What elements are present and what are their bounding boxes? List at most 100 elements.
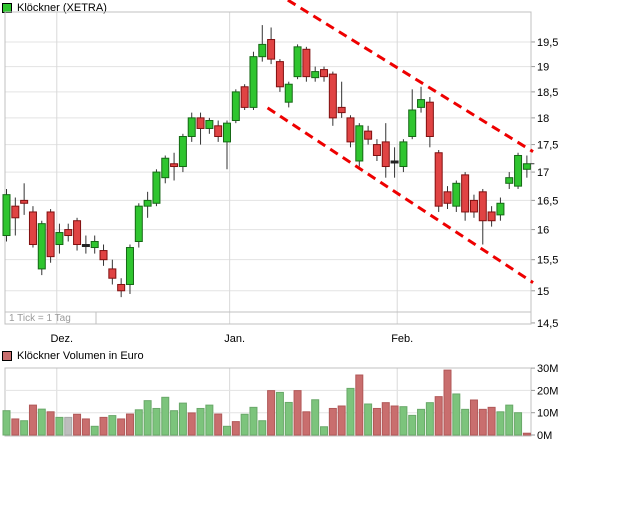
candle [461, 174, 470, 213]
candle [496, 202, 505, 216]
candle [125, 247, 134, 285]
candle [514, 154, 523, 187]
volume-bar [28, 404, 37, 436]
trendline [287, 0, 534, 153]
candle [28, 211, 37, 246]
volume-bar [496, 411, 505, 436]
candle [408, 109, 417, 137]
candle [425, 101, 434, 137]
y-axis-label: 18 [537, 113, 549, 125]
x-axis-label: Jan. [224, 333, 245, 345]
candle [249, 56, 258, 108]
candle [64, 229, 73, 237]
volume-bar [178, 402, 187, 436]
x-axis-label: Dez. [50, 333, 73, 345]
volume-bar [187, 412, 196, 436]
volume-bar [11, 418, 20, 436]
y-axis-label: 17,5 [537, 140, 558, 152]
candle [434, 152, 443, 207]
y-axis-label: 18,5 [537, 87, 558, 99]
volume-bar [249, 406, 258, 436]
y-axis-label: 16,5 [537, 195, 558, 207]
candle [143, 199, 152, 207]
candle [187, 117, 196, 137]
candle [117, 283, 126, 292]
candle [320, 69, 329, 78]
candle [311, 71, 320, 79]
volume-bar [240, 413, 249, 436]
candle [372, 144, 381, 156]
volume-bar [514, 412, 523, 436]
volume-bar [205, 404, 214, 436]
volume-bar [399, 406, 408, 436]
volume-bar [223, 425, 231, 436]
candle [293, 46, 302, 78]
volume-bar [37, 408, 46, 436]
volume-bar [90, 425, 99, 436]
volume-bar [461, 408, 470, 436]
volume-bar [20, 420, 29, 436]
candle [240, 86, 249, 108]
volume-bar [469, 399, 478, 436]
volume-bar [275, 391, 284, 436]
candle [73, 220, 82, 246]
candle [275, 61, 284, 88]
candle [20, 199, 29, 204]
candle [478, 191, 487, 222]
y-axis-label: 19,5 [537, 37, 558, 49]
candle [302, 48, 311, 78]
volume-bar [434, 396, 443, 436]
candle [2, 194, 11, 237]
y-axis-label: 15,5 [537, 255, 558, 267]
candle [505, 177, 514, 184]
candle [328, 73, 337, 119]
candle [55, 232, 64, 246]
volume-bar [161, 396, 170, 436]
volume-bar [231, 421, 240, 436]
candle [152, 171, 161, 204]
trendline [266, 106, 534, 284]
volume-bar [346, 387, 355, 436]
volume-y-axis-label: 10M [537, 408, 558, 420]
candle [178, 135, 187, 168]
candle [267, 39, 276, 60]
candle [284, 83, 293, 103]
candle [364, 130, 373, 140]
y-axis-label: 14,5 [537, 318, 558, 330]
volume-bar [55, 416, 64, 436]
volume-bar [522, 432, 531, 436]
candle [90, 241, 99, 249]
volume-bar [452, 393, 461, 436]
volume-bar [372, 407, 381, 436]
volume-bar [302, 411, 311, 436]
volume-bar [417, 408, 426, 436]
candle [381, 141, 390, 168]
volume-bar [196, 407, 205, 436]
volume-bar [328, 407, 337, 436]
candle [337, 106, 346, 114]
y-axis-label: 16 [537, 225, 549, 237]
candle [81, 244, 90, 248]
volume-bar [311, 399, 320, 436]
volume-bar [267, 390, 276, 436]
x-axis-label: Feb. [391, 333, 413, 345]
volume-bar [390, 405, 399, 436]
volume-bar [284, 401, 293, 436]
volume-bar [364, 403, 373, 436]
candle [258, 43, 267, 58]
candle [487, 211, 496, 222]
candle [417, 99, 426, 108]
volume-chart-legend: Klöckner Volumen in Euro [2, 350, 144, 362]
volume-bar [64, 416, 73, 436]
candle [223, 122, 231, 143]
volume-bar [408, 414, 417, 436]
candle [399, 141, 408, 168]
volume-bar [2, 410, 11, 436]
volume-plot-border [4, 367, 532, 437]
volume-bar [125, 413, 134, 436]
candle [346, 117, 355, 143]
candle [452, 182, 461, 207]
volume-bar [425, 402, 434, 436]
